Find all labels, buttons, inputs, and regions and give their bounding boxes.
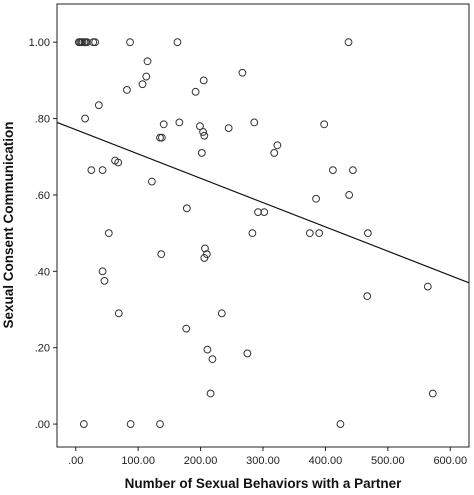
data-point [83, 38, 91, 47]
data-point [100, 276, 109, 285]
data-point [200, 131, 209, 140]
data-point [199, 128, 207, 136]
data-point [104, 229, 113, 238]
y-axis-title: Sexual Consent Communication [1, 121, 16, 328]
data-point [320, 120, 329, 129]
data-point [305, 229, 314, 238]
y-tick-label: 1.00 [29, 37, 50, 49]
data-point [202, 250, 211, 259]
data-point [114, 309, 123, 318]
y-tick-label: .20 [35, 343, 50, 355]
data-point [191, 87, 200, 96]
data-points [74, 38, 437, 428]
data-point [270, 149, 279, 157]
data-point [157, 133, 166, 142]
x-tick-label: 100.00 [121, 455, 155, 467]
data-point [126, 38, 134, 47]
y-tick-label: .80 [35, 114, 50, 126]
data-point [363, 229, 372, 238]
x-tick-label: 500.00 [371, 455, 405, 467]
data-point [173, 38, 182, 47]
x-tick-label: 600.00 [433, 455, 467, 467]
fit-line [56, 121, 470, 284]
data-point [206, 389, 215, 398]
data-point [197, 149, 206, 157]
data-point [201, 244, 209, 253]
data-point [312, 194, 320, 203]
data-point [79, 420, 88, 428]
data-point [123, 86, 131, 94]
data-point [203, 345, 212, 354]
data-point [344, 38, 353, 47]
data-point [423, 282, 432, 291]
data-point [182, 204, 191, 213]
data-point [142, 72, 151, 81]
data-point [363, 292, 372, 301]
data-point [143, 57, 152, 66]
x-tick-label: 400.00 [309, 455, 343, 467]
x-axis-ticks: .00 100.00 200.00 300.00 400.00 500.00 600.00 [68, 447, 467, 467]
data-point [87, 166, 96, 175]
y-axis-ticks: .00 .20 .40 .60 .80 1.00 [29, 37, 57, 431]
data-point [138, 80, 147, 89]
data-point [243, 349, 252, 358]
data-point [315, 229, 324, 238]
data-point [81, 114, 89, 123]
data-point [94, 101, 103, 110]
data-point [428, 389, 437, 398]
x-tick-label: 300.00 [246, 455, 280, 467]
x-tick-label: 200.00 [184, 455, 218, 467]
data-point [147, 177, 156, 186]
data-point [238, 68, 247, 77]
data-point [98, 166, 107, 175]
data-point [126, 420, 135, 428]
y-tick-label: .00 [35, 419, 50, 431]
data-point [182, 324, 191, 333]
data-point [260, 208, 269, 217]
data-point [98, 267, 107, 276]
x-axis-title: Number of Sexual Behaviors with a Partne… [125, 476, 403, 491]
y-tick-label: .60 [35, 190, 50, 202]
data-point [254, 208, 262, 217]
data-point [159, 120, 168, 129]
data-point [217, 309, 226, 318]
data-point [248, 229, 257, 238]
data-point [336, 420, 345, 428]
x-tick-label: .00 [68, 455, 83, 467]
data-point [348, 166, 357, 175]
plot-area [56, 3, 470, 448]
data-point [199, 76, 208, 85]
data-point [224, 124, 233, 133]
data-point [329, 166, 337, 175]
data-point [175, 118, 184, 127]
data-point [250, 118, 259, 127]
y-tick-label: .40 [35, 266, 50, 278]
data-point [200, 254, 209, 262]
data-point [273, 141, 282, 150]
data-point [208, 355, 217, 364]
data-point [91, 38, 99, 47]
data-point [114, 158, 123, 167]
data-point [157, 250, 166, 259]
data-point [345, 191, 354, 199]
data-point [156, 420, 164, 428]
